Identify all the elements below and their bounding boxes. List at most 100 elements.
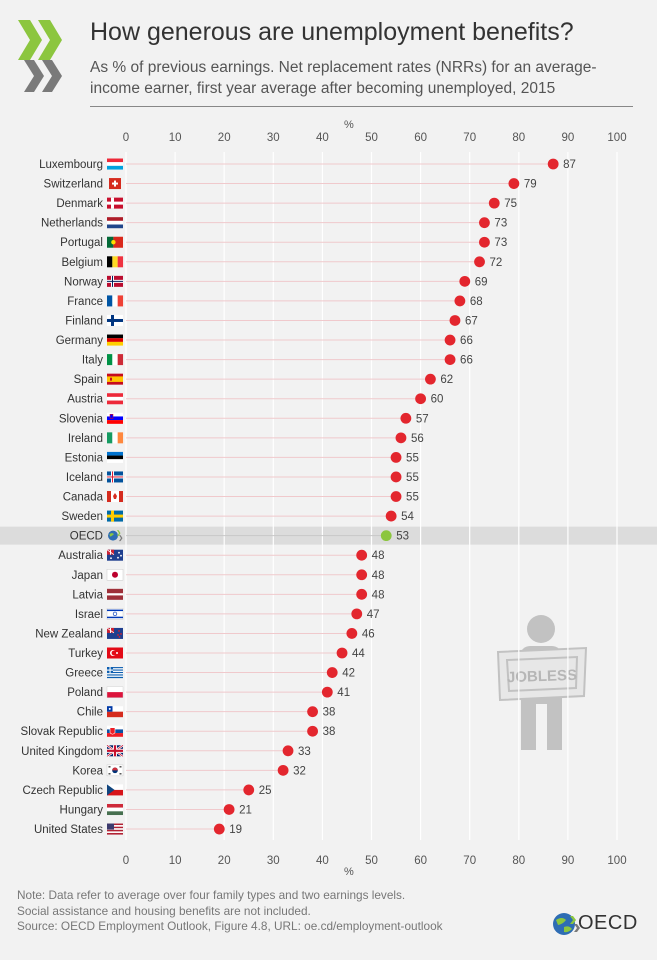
flag-icon-slovak-republic	[107, 725, 123, 737]
value-label-japan: 48	[372, 570, 385, 582]
data-point-sweden	[385, 510, 397, 522]
country-label-australia: Australia	[58, 550, 103, 562]
flag-icon-oecd	[108, 530, 123, 542]
tick-label-bottom: 60	[414, 855, 427, 867]
country-label-belgium: Belgium	[61, 257, 103, 269]
value-label-new-zealand: 46	[362, 628, 375, 640]
value-label-slovenia: 57	[416, 413, 429, 425]
data-point-spain	[425, 373, 436, 385]
flag-icon-estonia	[107, 451, 123, 463]
value-label-italy: 66	[460, 355, 473, 367]
country-label-france: France	[67, 296, 103, 308]
sign-inner-border	[505, 655, 579, 693]
country-label-italy: Italy	[82, 355, 103, 367]
value-label-united-states: 19	[229, 824, 242, 836]
value-label-latvia: 48	[372, 589, 385, 601]
flag-icon-ireland	[107, 432, 124, 444]
country-label-denmark: Denmark	[56, 198, 103, 210]
flag-icon-australia	[106, 549, 123, 561]
oecd-globe-icon	[553, 913, 580, 935]
value-label-iceland: 55	[406, 472, 419, 484]
page-title: How generous are unemployment benefits?	[90, 18, 574, 46]
value-label-czech-republic: 25	[259, 785, 272, 797]
country-label-greece: Greece	[65, 668, 103, 680]
data-point-hungary	[223, 804, 235, 815]
flag-icon-korea	[106, 764, 124, 777]
value-label-chile: 38	[323, 707, 336, 719]
bottom-axis-unit: %	[344, 866, 354, 878]
data-point-latvia	[356, 588, 368, 600]
country-label-japan: Japan	[72, 570, 103, 582]
footer-notes: Note: Data refer to average over four fa…	[17, 888, 443, 935]
country-label-slovenia: Slovenia	[59, 413, 104, 425]
flag-icon-hungary	[107, 803, 123, 816]
value-label-netherlands: 73	[494, 218, 507, 230]
sign-text: JOBLESS	[507, 667, 578, 686]
value-label-united-kingdom: 33	[298, 746, 311, 758]
value-label-norway: 69	[475, 276, 488, 288]
country-label-hungary: Hungary	[60, 804, 104, 816]
flag-icon-portugal	[107, 236, 123, 248]
flag-icon-greece	[107, 667, 123, 679]
tick-label-top: 80	[512, 132, 525, 144]
tick-label-bottom: 90	[562, 855, 575, 867]
data-point-oecd	[380, 530, 392, 542]
value-label-austria: 60	[431, 394, 444, 406]
country-label-chile: Chile	[77, 707, 103, 719]
data-point-turkey	[336, 647, 348, 659]
oecd-wordmark: OECD	[578, 912, 638, 934]
flag-icon-slovenia	[107, 412, 123, 424]
country-label-estonia: Estonia	[65, 452, 104, 464]
value-label-oecd: 53	[396, 531, 409, 543]
footer-note-1: Note: Data refer to average over four fa…	[17, 888, 406, 902]
flag-icon-switzerland	[109, 178, 121, 190]
country-label-oecd: OECD	[70, 531, 103, 543]
flag-icon-israel	[106, 608, 124, 620]
flag-icon-luxembourg	[107, 158, 123, 170]
country-label-new-zealand: New Zealand	[35, 628, 103, 640]
tick-label-bottom: 0	[123, 855, 129, 867]
data-point-slovenia	[400, 412, 412, 424]
country-label-ireland: Ireland	[68, 433, 103, 445]
footer-note-2: Social assistance and housing benefits a…	[17, 903, 311, 918]
figure-head	[527, 615, 555, 643]
data-point-poland	[321, 686, 333, 698]
tick-label-top: 10	[169, 132, 182, 144]
country-label-canada: Canada	[63, 492, 104, 504]
oecd-chevron-logo	[18, 20, 62, 92]
flag-icon-latvia	[107, 588, 123, 600]
value-label-finland: 67	[465, 315, 478, 327]
data-point-japan	[356, 569, 368, 581]
data-point-france	[454, 295, 466, 307]
value-label-denmark: 75	[504, 198, 517, 210]
country-label-norway: Norway	[64, 276, 103, 288]
footer-source: Source: OECD Employment Outlook, Figure …	[17, 919, 443, 933]
data-point-netherlands	[479, 217, 490, 229]
data-point-australia	[356, 549, 368, 561]
tick-label-top: 30	[267, 132, 280, 144]
country-label-latvia: Latvia	[72, 589, 103, 601]
flag-icon-belgium	[107, 256, 124, 268]
flag-icon-czech-republic	[107, 784, 123, 796]
data-point-czech-republic	[243, 784, 255, 796]
tick-label-top: 20	[218, 132, 231, 144]
jobless-illustration: JOBLESS	[496, 615, 588, 750]
tick-label-bottom: 70	[463, 855, 476, 867]
data-point-slovak-republic	[307, 725, 318, 737]
data-point-switzerland	[508, 178, 520, 189]
country-label-israel: Israel	[75, 609, 103, 621]
data-point-denmark	[488, 197, 500, 209]
data-point-belgium	[474, 256, 485, 268]
data-point-new-zealand	[346, 628, 358, 639]
data-point-austria	[415, 393, 426, 405]
flag-icon-france	[107, 295, 124, 307]
data-point-iceland	[390, 471, 402, 483]
tick-label-bottom: 10	[169, 855, 182, 867]
tick-label-top: 90	[562, 132, 575, 144]
country-label-luxembourg: Luxembourg	[39, 159, 103, 171]
value-label-portugal: 73	[494, 237, 507, 249]
country-label-netherlands: Netherlands	[41, 218, 103, 230]
value-label-france: 68	[470, 296, 483, 308]
value-label-korea: 32	[293, 765, 306, 777]
data-point-portugal	[479, 236, 490, 248]
